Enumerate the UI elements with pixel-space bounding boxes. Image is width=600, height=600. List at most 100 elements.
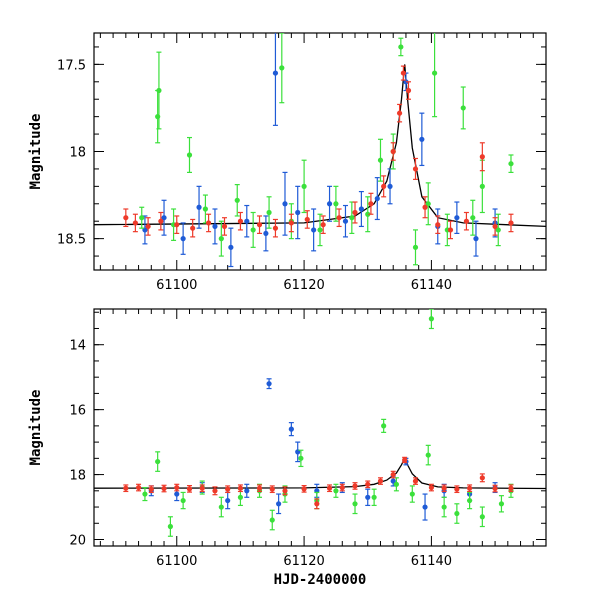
top-green-marker — [250, 227, 256, 233]
top-green-marker — [234, 197, 240, 203]
bottom-green-marker — [393, 481, 399, 487]
top-red-point — [132, 213, 138, 233]
bottom-red-point — [492, 484, 498, 493]
bottom-red-point — [282, 486, 288, 496]
top-green-marker — [266, 209, 272, 216]
bottom-red-marker — [467, 485, 473, 491]
top-blue-point — [142, 215, 148, 245]
top-green-marker — [460, 105, 466, 111]
top-blue-marker — [342, 218, 349, 224]
top-red-marker — [352, 209, 358, 216]
top-blue-point — [212, 208, 218, 245]
bottom-red-marker — [365, 481, 371, 487]
top-blue-point — [180, 222, 186, 255]
bottom-blue-marker — [288, 426, 294, 432]
bottom-red-point — [339, 483, 345, 492]
bottom-red-marker — [135, 484, 142, 491]
bottom-green-marker — [298, 455, 304, 461]
top-blue-marker — [282, 201, 288, 207]
bottom-red-point — [123, 484, 129, 493]
top-blue-marker — [358, 206, 364, 212]
top-green-marker — [377, 157, 384, 163]
top-green-point — [365, 196, 371, 233]
bottom-red-marker — [441, 485, 447, 491]
top-green-point — [301, 159, 307, 214]
bottom-green-marker — [142, 491, 148, 497]
top-red-marker — [435, 222, 441, 228]
top-panel-y-axis-label: Magnitude — [28, 114, 44, 190]
top-blue-marker — [244, 218, 250, 224]
bottom-red-point — [467, 484, 473, 493]
top-red-point — [256, 215, 263, 235]
top-red-marker — [132, 220, 138, 226]
top-red-marker — [190, 225, 196, 231]
bottom-green-marker — [381, 423, 387, 429]
top-red-point — [304, 210, 310, 229]
bottom-red-point — [479, 473, 485, 483]
top-green-marker — [301, 183, 307, 189]
bottom-red-marker — [174, 484, 180, 491]
top-green-marker — [333, 201, 339, 207]
bottom-x-tick-label: 61140 — [411, 554, 452, 569]
bottom-blue-marker — [276, 501, 282, 507]
bottom-red-point — [256, 484, 263, 493]
top-red-marker — [412, 166, 419, 172]
top-red-point — [158, 211, 164, 231]
top-green-marker — [186, 152, 193, 158]
top-green-point — [250, 211, 256, 248]
bottom-blue-marker — [390, 478, 396, 484]
bottom-red-marker — [390, 471, 396, 478]
top-green-point — [412, 229, 419, 266]
top-red-marker — [447, 227, 454, 233]
bottom-green-point — [467, 491, 473, 510]
x-axis-label: HJD-2400000 — [274, 572, 367, 588]
top-green-marker — [495, 227, 501, 233]
top-green-point — [333, 185, 339, 222]
bottom-blue-point — [225, 491, 231, 510]
bottom-blue-point — [365, 488, 371, 507]
top-red-marker — [396, 110, 403, 116]
top-panel-ticks — [94, 33, 547, 270]
bottom-green-marker — [441, 504, 447, 510]
top-red-marker — [145, 223, 151, 230]
top-red-marker — [304, 216, 310, 223]
top-green-point — [377, 138, 384, 182]
top-green-marker — [156, 87, 162, 94]
bottom-panel-frame — [93, 308, 547, 547]
top-blue-point — [419, 112, 425, 167]
top-red-point — [190, 218, 196, 238]
bottom-green-point — [479, 506, 485, 528]
top-blue-point — [295, 185, 301, 240]
bottom-red-marker — [148, 486, 154, 492]
bottom-green-point — [352, 493, 358, 515]
bottom-green-point — [180, 491, 186, 510]
top-green-point — [349, 201, 355, 235]
bottom-green-point — [371, 488, 377, 507]
bottom-red-point — [508, 484, 514, 493]
bottom-green-marker — [409, 491, 415, 497]
bottom-green-point — [155, 451, 161, 472]
bottom-red-marker — [377, 478, 384, 484]
bottom-green-marker — [467, 497, 473, 504]
top-green-marker — [479, 183, 485, 189]
bottom-red-point — [186, 485, 193, 493]
bottom-green-marker — [498, 501, 505, 507]
top-red-point — [145, 217, 151, 236]
bottom-red-marker — [161, 485, 167, 492]
bottom-green-marker — [167, 523, 173, 530]
bottom-red-marker — [225, 486, 231, 492]
bottom-blue-point — [422, 493, 428, 521]
top-red-point — [508, 213, 514, 233]
bottom-blue-point — [266, 378, 272, 390]
bottom-blue-point — [295, 441, 301, 463]
top-red-point — [368, 192, 374, 215]
top-green-point — [495, 213, 501, 247]
top-model-curve — [94, 64, 546, 228]
bottom-blue-marker — [422, 504, 428, 510]
top-blue-marker — [212, 223, 218, 230]
top-blue-point — [161, 199, 167, 236]
top-red-marker — [256, 222, 263, 228]
top-blue-marker — [473, 236, 479, 242]
top-blue-marker — [161, 215, 167, 221]
